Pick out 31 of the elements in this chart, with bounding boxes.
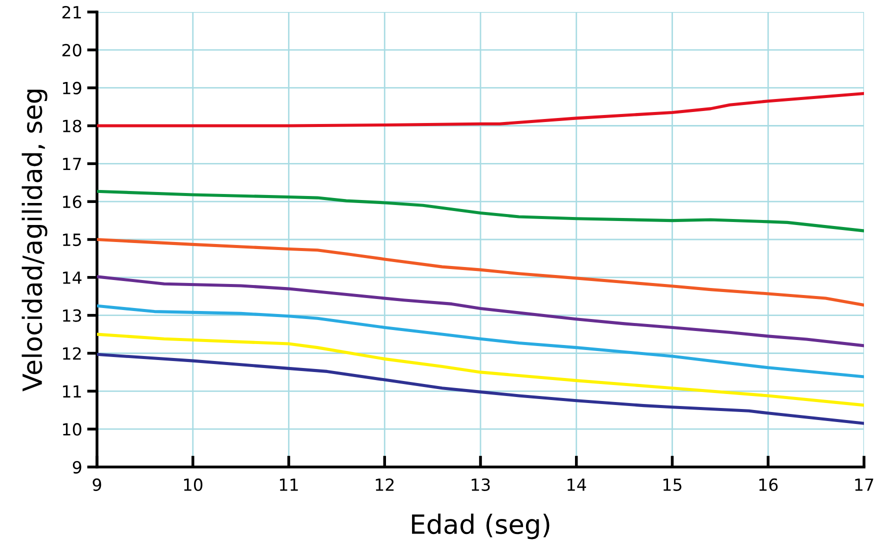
- y-tick-label: 13: [63, 309, 82, 322]
- x-tick-label: 9: [92, 478, 102, 492]
- y-tick-label: 11: [63, 385, 81, 398]
- y-tick-label: 20: [62, 44, 82, 56]
- y-tick-label: 15: [63, 234, 81, 246]
- y-tick-label: 14: [63, 272, 82, 284]
- line-series: [97, 275, 864, 348]
- line-series: [97, 304, 864, 378]
- y-tick-label: 16: [63, 196, 82, 208]
- x-tick-label: 12: [376, 478, 394, 491]
- x-axis-title: Edad (seg): [412, 514, 550, 540]
- y-tick-label: 17: [63, 158, 81, 170]
- line-series: [97, 238, 864, 307]
- x-tick-label: 17: [855, 478, 874, 491]
- x-tick-label: 15: [663, 478, 682, 492]
- line-series: [97, 92, 864, 128]
- line-series: [97, 190, 864, 232]
- line-series: [97, 332, 864, 407]
- y-tick-label: 9: [72, 460, 82, 474]
- x-tick-label: 13: [472, 478, 490, 492]
- x-tick-label: 11: [280, 478, 298, 491]
- y-tick-label: 18: [63, 120, 82, 132]
- line-series: [97, 352, 864, 425]
- x-tick-label: 14: [568, 478, 586, 491]
- y-tick-label: 10: [63, 423, 82, 436]
- y-tick-label: 19: [63, 82, 82, 94]
- x-tick-label: 10: [184, 478, 202, 492]
- y-tick-label: 12: [63, 347, 81, 360]
- y-tick-label: 21: [62, 6, 81, 18]
- x-tick-label: 16: [759, 478, 778, 492]
- y-axis-title: Velocidad/agilidad, seg: [22, 90, 48, 392]
